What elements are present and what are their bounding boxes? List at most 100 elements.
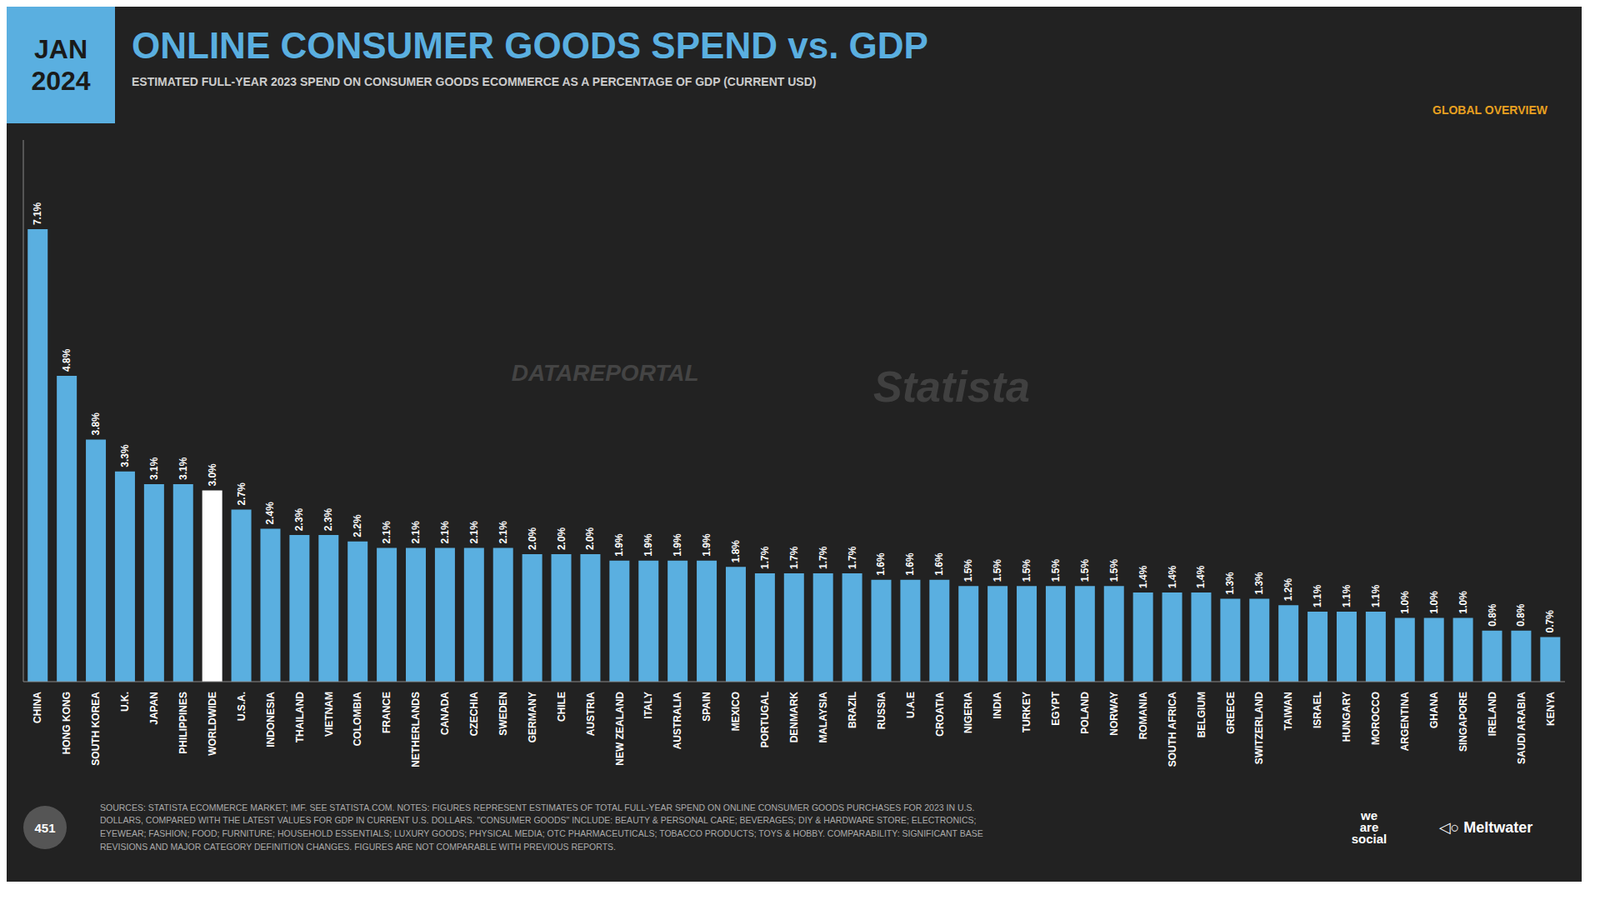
svg-text:JAPAN: JAPAN [148,691,160,725]
svg-text:2.1%: 2.1% [468,520,480,545]
svg-text:SAUDI ARABIA: SAUDI ARABIA [1515,691,1528,765]
svg-text:1.4%: 1.4% [1195,565,1207,589]
svg-text:1.4%: 1.4% [1137,565,1150,589]
svg-text:PORTUGAL: PORTUGAL [759,691,771,748]
svg-text:ROMANIA: ROMANIA [1137,691,1150,740]
svg-text:U.A.E: U.A.E [905,691,917,719]
svg-text:1.9%: 1.9% [671,533,684,557]
svg-text:RUSSIA: RUSSIA [875,691,888,730]
svg-text:SWEDEN: SWEDEN [497,691,510,736]
svg-text:2.0%: 2.0% [526,526,539,550]
svg-text:3.0%: 3.0% [206,463,219,487]
svg-text:2.1%: 2.1% [380,520,393,545]
svg-text:CROATIA: CROATIA [934,691,946,737]
svg-text:1.7%: 1.7% [817,545,830,570]
svg-text:VIETNAM: VIETNAM [323,691,335,737]
svg-text:INDONESIA: INDONESIA [265,691,277,748]
svg-text:3.3%: 3.3% [119,444,131,468]
svg-text:TURKEY: TURKEY [1020,691,1033,733]
svg-text:ITALY: ITALY [642,691,655,720]
svg-text:HONG KONG: HONG KONG [60,691,73,755]
svg-text:NEW ZEALAND: NEW ZEALAND [614,691,626,766]
svg-text:CHINA: CHINA [31,691,44,724]
svg-text:1.9%: 1.9% [700,533,713,557]
svg-text:GREECE: GREECE [1225,691,1237,735]
svg-text:1.5%: 1.5% [962,559,975,583]
svg-text:NORWAY: NORWAY [1108,691,1120,736]
svg-text:2.3%: 2.3% [293,507,305,531]
svg-text:1.5%: 1.5% [1020,559,1033,583]
svg-text:EGYPT: EGYPT [1050,690,1062,725]
svg-text:U.S.A.: U.S.A. [235,691,248,721]
svg-text:0.8%: 0.8% [1515,603,1527,627]
svg-text:1.3%: 1.3% [1253,571,1265,595]
svg-text:CANADA: CANADA [439,691,451,735]
svg-text:THAILAND: THAILAND [294,691,306,744]
svg-text:INDIA: INDIA [991,691,1004,720]
svg-text:1.6%: 1.6% [875,552,888,576]
svg-text:0.8%: 0.8% [1486,603,1499,627]
svg-text:1.4%: 1.4% [1166,565,1179,589]
svg-text:POLAND: POLAND [1079,691,1091,735]
svg-text:AUSTRALIA: AUSTRALIA [671,691,684,750]
svg-text:SINGAPORE: SINGAPORE [1457,691,1470,752]
svg-text:2.0%: 2.0% [555,526,568,550]
svg-text:NIGERIA: NIGERIA [962,691,975,734]
svg-text:2.2%: 2.2% [351,514,364,538]
svg-text:BRAZIL: BRAZIL [846,691,859,729]
svg-text:KENYA: KENYA [1545,691,1557,726]
svg-text:MOROCCO: MOROCCO [1370,691,1382,745]
svg-text:SOUTH KOREA: SOUTH KOREA [90,691,102,766]
svg-text:1.2%: 1.2% [1282,578,1295,602]
svg-text:MALAYSIA: MALAYSIA [817,691,830,744]
svg-text:2.1%: 2.1% [410,520,422,545]
svg-text:SWITZERLAND: SWITZERLAND [1253,691,1265,765]
svg-text:TAIWAN: TAIWAN [1282,691,1295,730]
svg-text:1.7%: 1.7% [788,545,800,570]
svg-text:0.7%: 0.7% [1544,610,1556,634]
svg-text:2.1%: 2.1% [439,520,451,545]
svg-text:SOUTH AFRICA: SOUTH AFRICA [1166,691,1179,768]
svg-text:1.0%: 1.0% [1457,590,1470,615]
svg-text:3.1%: 3.1% [148,456,160,480]
svg-text:2.0%: 2.0% [584,526,596,550]
svg-text:3.8%: 3.8% [90,412,102,436]
svg-text:NETHERLANDS: NETHERLANDS [410,691,422,768]
svg-text:3.1%: 3.1% [177,456,190,480]
svg-text:MEXICO: MEXICO [730,691,742,731]
svg-text:WORLDWIDE: WORLDWIDE [206,691,219,756]
svg-text:PHILIPPINES: PHILIPPINES [177,691,190,755]
svg-text:FRANCE: FRANCE [380,691,393,734]
svg-text:1.5%: 1.5% [1079,559,1091,583]
svg-text:CHILE: CHILE [555,691,568,722]
svg-text:CZECHIA: CZECHIA [468,691,480,737]
svg-text:1.1%: 1.1% [1311,584,1324,608]
svg-text:1.5%: 1.5% [1050,559,1062,583]
svg-text:1.3%: 1.3% [1224,571,1236,595]
svg-text:2.4%: 2.4% [264,501,276,525]
svg-text:1.8%: 1.8% [730,540,742,564]
svg-text:ARGENTINA: ARGENTINA [1399,691,1411,752]
svg-text:1.5%: 1.5% [991,559,1004,583]
svg-text:1.7%: 1.7% [846,545,859,570]
svg-text:U.K.: U.K. [119,691,131,712]
svg-text:COLOMBIA: COLOMBIA [351,691,364,747]
svg-text:1.9%: 1.9% [613,533,625,557]
svg-text:1.1%: 1.1% [1370,584,1382,608]
svg-text:ISRAEL: ISRAEL [1311,691,1324,729]
svg-text:1.0%: 1.0% [1428,590,1440,615]
svg-text:1.0%: 1.0% [1399,590,1411,615]
svg-text:DENMARK: DENMARK [788,691,800,744]
svg-text:BELGIUM: BELGIUM [1195,691,1208,738]
svg-text:AUSTRIA: AUSTRIA [585,691,597,737]
svg-text:4.8%: 4.8% [60,348,73,372]
svg-text:1.6%: 1.6% [933,552,945,576]
svg-text:2.3%: 2.3% [322,507,335,531]
svg-text:HUNGARY: HUNGARY [1340,691,1353,742]
svg-text:7.1%: 7.1% [31,201,44,225]
svg-text:GHANA: GHANA [1428,691,1440,729]
svg-text:1.1%: 1.1% [1340,584,1353,608]
svg-text:2.1%: 2.1% [497,520,510,545]
svg-text:1.7%: 1.7% [759,545,771,570]
svg-text:1.5%: 1.5% [1108,559,1120,583]
